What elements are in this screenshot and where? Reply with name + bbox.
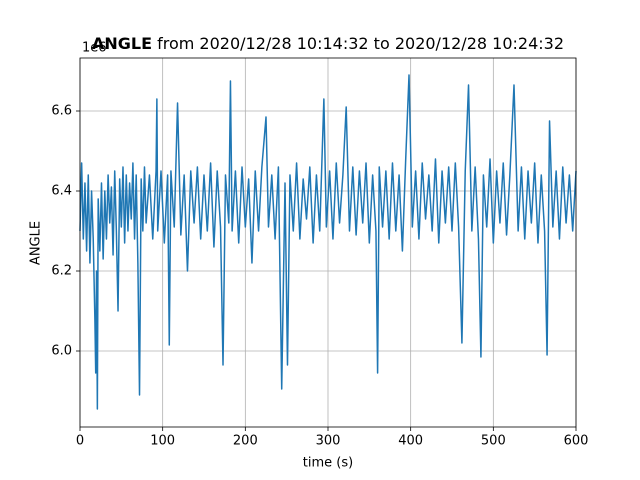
plot-frame [79, 57, 577, 428]
y-axis-label: ANGLE [29, 221, 44, 265]
data-line [79, 74, 577, 410]
x-tick-label: 300 [316, 434, 341, 449]
x-tick-label: 100 [150, 434, 175, 449]
x-tick-label: 600 [564, 434, 589, 449]
x-tick-label: 400 [398, 434, 423, 449]
x-axis-label: time (s) [303, 456, 353, 471]
y-tick-label: 6.6 [51, 104, 72, 119]
x-tick-label: 200 [233, 434, 258, 449]
title-variable: ANGLE [92, 34, 152, 53]
title-range: from 2020/12/28 10:14:32 to 2020/12/28 1… [157, 34, 564, 53]
y-offset-label: 1e6 [82, 41, 107, 56]
y-tick-label: 6.0 [51, 344, 72, 359]
x-tick-label: 500 [481, 434, 506, 449]
x-tick-label: 0 [76, 434, 84, 449]
y-tick-label: 6.2 [51, 264, 72, 279]
chart-title: ANGLE from 2020/12/28 10:14:32 to 2020/1… [92, 34, 564, 53]
y-tick-label: 6.4 [51, 184, 72, 199]
